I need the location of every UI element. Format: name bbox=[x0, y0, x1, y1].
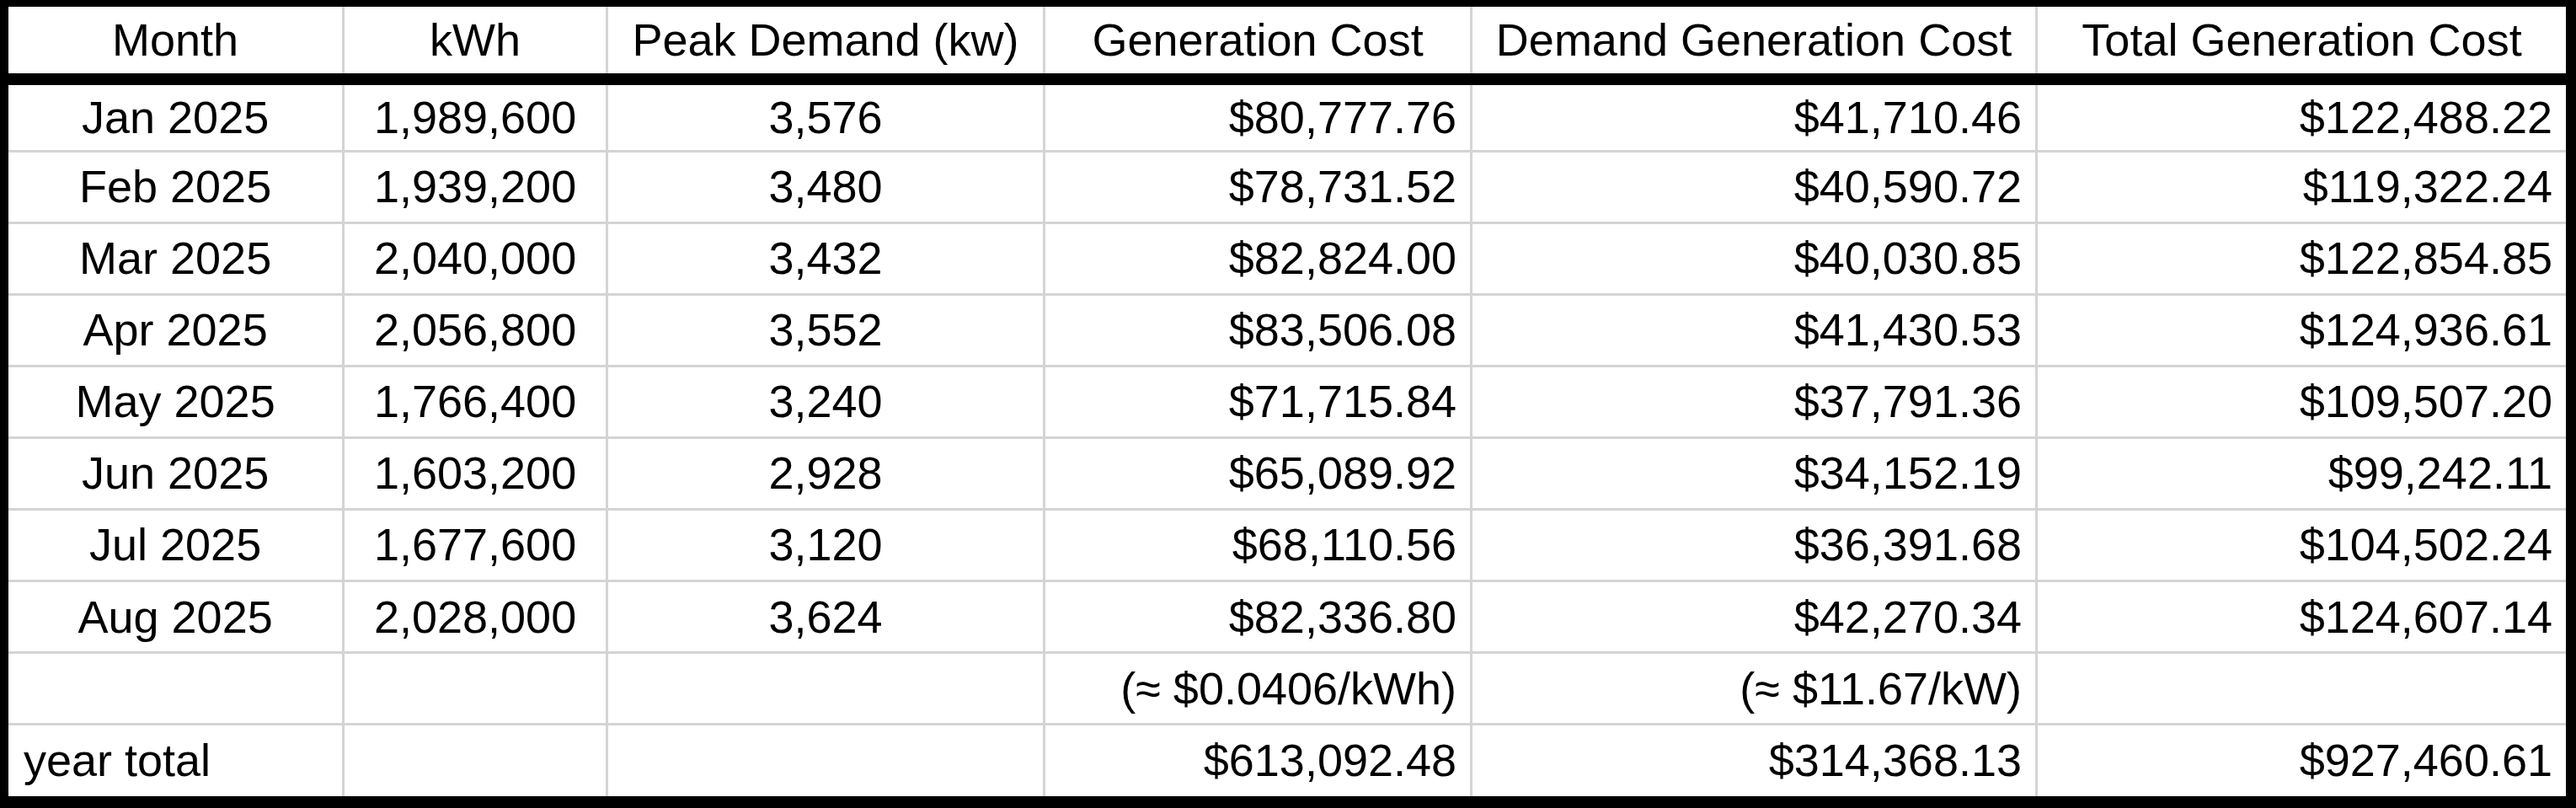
cell-demand-generation-cost: $37,791.36 bbox=[1472, 366, 2037, 437]
cell-generation-cost: $78,731.52 bbox=[1045, 151, 1472, 222]
cell-kwh: 1,989,600 bbox=[344, 79, 607, 151]
cell-peak-demand: 3,432 bbox=[607, 222, 1044, 294]
cell-demand-generation-cost: $36,391.68 bbox=[1472, 510, 2037, 581]
cell-month: year total bbox=[8, 725, 344, 796]
cell-total-generation-cost: $122,488.22 bbox=[2037, 79, 2567, 151]
cell-month: Jun 2025 bbox=[8, 437, 344, 509]
cell-month: Mar 2025 bbox=[8, 222, 344, 294]
cell-demand-generation-cost: (≈ $11.67/kW) bbox=[1472, 653, 2037, 725]
cell-kwh: 1,677,600 bbox=[344, 510, 607, 581]
energy-cost-table: MonthkWhPeak Demand (kw)Generation CostD… bbox=[0, 0, 2576, 808]
table-row: May 20251,766,4003,240$71,715.84$37,791.… bbox=[8, 366, 2566, 437]
cell-demand-generation-cost: $40,030.85 bbox=[1472, 222, 2037, 294]
cell-kwh: 1,766,400 bbox=[344, 366, 607, 437]
cell-month: Apr 2025 bbox=[8, 294, 344, 366]
cell-total-generation-cost: $122,854.85 bbox=[2037, 222, 2567, 294]
table-row: year total $613,092.48$314,368.13$927,460… bbox=[8, 725, 2566, 796]
cell-generation-cost: $68,110.56 bbox=[1045, 510, 1472, 581]
cell-peak-demand: 3,576 bbox=[607, 79, 1044, 151]
cell-kwh: 2,040,000 bbox=[344, 222, 607, 294]
cell-demand-generation-cost: $314,368.13 bbox=[1472, 725, 2037, 796]
cell-total-generation-cost: $124,607.14 bbox=[2037, 581, 2567, 653]
cell-peak-demand: 3,240 bbox=[607, 366, 1044, 437]
cell-demand-generation-cost: $42,270.34 bbox=[1472, 581, 2037, 653]
table-row: Jun 20251,603,2002,928$65,089.92$34,152.… bbox=[8, 437, 2566, 509]
table-row: Jul 20251,677,6003,120$68,110.56$36,391.… bbox=[8, 510, 2566, 581]
cell-total-generation-cost: $124,936.61 bbox=[2037, 294, 2567, 366]
cell-kwh: 1,939,200 bbox=[344, 151, 607, 222]
table-row: (≈ $0.0406/kWh)(≈ $11.67/kW) bbox=[8, 653, 2566, 725]
table-row: Mar 20252,040,0003,432$82,824.00$40,030.… bbox=[8, 222, 2566, 294]
cell-peak-demand bbox=[607, 725, 1044, 796]
cell-demand-generation-cost: $41,430.53 bbox=[1472, 294, 2037, 366]
cell-peak-demand: 3,624 bbox=[607, 581, 1044, 653]
cell-generation-cost: $82,336.80 bbox=[1045, 581, 1472, 653]
cell-generation-cost: (≈ $0.0406/kWh) bbox=[1045, 653, 1472, 725]
header-cell-total-generation-cost: Total Generation Cost bbox=[2037, 7, 2567, 79]
header-cell-kwh: kWh bbox=[344, 7, 607, 79]
cell-kwh: 1,603,200 bbox=[344, 437, 607, 509]
table-row: Feb 20251,939,2003,480$78,731.52$40,590.… bbox=[8, 151, 2566, 222]
cell-month: Aug 2025 bbox=[8, 581, 344, 653]
header-cell-peak-demand: Peak Demand (kw) bbox=[607, 7, 1044, 79]
cell-month: Jul 2025 bbox=[8, 510, 344, 581]
table-row: Apr 20252,056,8003,552$83,506.08$41,430.… bbox=[8, 294, 2566, 366]
header-cell-month: Month bbox=[8, 7, 344, 79]
cell-kwh: 2,028,000 bbox=[344, 581, 607, 653]
monthly-generation-cost-table: MonthkWhPeak Demand (kw)Generation CostD… bbox=[8, 7, 2566, 796]
cell-total-generation-cost: $119,322.24 bbox=[2037, 151, 2567, 222]
cell-demand-generation-cost: $40,590.72 bbox=[1472, 151, 2037, 222]
cell-generation-cost: $80,777.76 bbox=[1045, 79, 1472, 151]
cell-total-generation-cost bbox=[2037, 653, 2567, 725]
cell-demand-generation-cost: $41,710.46 bbox=[1472, 79, 2037, 151]
cell-generation-cost: $65,089.92 bbox=[1045, 437, 1472, 509]
cell-generation-cost: $71,715.84 bbox=[1045, 366, 1472, 437]
cell-peak-demand: 3,552 bbox=[607, 294, 1044, 366]
cell-month: May 2025 bbox=[8, 366, 344, 437]
header-cell-generation-cost: Generation Cost bbox=[1045, 7, 1472, 79]
cell-peak-demand: 2,928 bbox=[607, 437, 1044, 509]
cell-total-generation-cost: $104,502.24 bbox=[2037, 510, 2567, 581]
cell-month: Jan 2025 bbox=[8, 79, 344, 151]
cell-peak-demand bbox=[607, 653, 1044, 725]
cell-generation-cost: $613,092.48 bbox=[1045, 725, 1472, 796]
cell-generation-cost: $83,506.08 bbox=[1045, 294, 1472, 366]
cell-kwh: 2,056,800 bbox=[344, 294, 607, 366]
header-row: MonthkWhPeak Demand (kw)Generation CostD… bbox=[8, 7, 2566, 79]
cell-demand-generation-cost: $34,152.19 bbox=[1472, 437, 2037, 509]
table-header: MonthkWhPeak Demand (kw)Generation CostD… bbox=[8, 7, 2566, 79]
cell-peak-demand: 3,120 bbox=[607, 510, 1044, 581]
header-cell-demand-generation-cost: Demand Generation Cost bbox=[1472, 7, 2037, 79]
table-body: Jan 20251,989,6003,576$80,777.76$41,710.… bbox=[8, 79, 2566, 796]
cell-kwh bbox=[344, 725, 607, 796]
cell-month bbox=[8, 653, 344, 725]
cell-total-generation-cost: $927,460.61 bbox=[2037, 725, 2567, 796]
cell-total-generation-cost: $109,507.20 bbox=[2037, 366, 2567, 437]
cell-kwh bbox=[344, 653, 607, 725]
table-row: Aug 20252,028,0003,624$82,336.80$42,270.… bbox=[8, 581, 2566, 653]
cell-generation-cost: $82,824.00 bbox=[1045, 222, 1472, 294]
table-row: Jan 20251,989,6003,576$80,777.76$41,710.… bbox=[8, 79, 2566, 151]
cell-month: Feb 2025 bbox=[8, 151, 344, 222]
cell-peak-demand: 3,480 bbox=[607, 151, 1044, 222]
cell-total-generation-cost: $99,242.11 bbox=[2037, 437, 2567, 509]
